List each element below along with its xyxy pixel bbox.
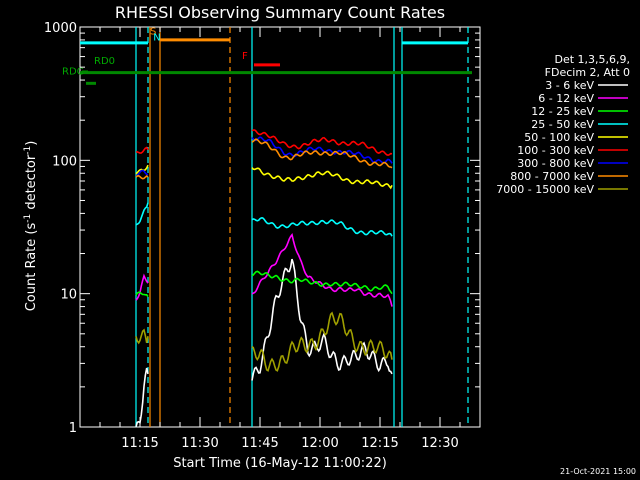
x-axis-label: Start Time (16-May-12 11:00:22): [173, 456, 387, 471]
legend-entry-label: 7000 - 15000 keV: [496, 183, 594, 196]
x-tick-label: 11:45: [241, 436, 278, 451]
x-tick-label: 12:00: [301, 436, 338, 451]
series-line: [251, 167, 393, 190]
series-line: [135, 174, 149, 180]
timestamp: 21-Oct-2021 15:00: [560, 467, 636, 476]
x-tick-label: 12:15: [361, 436, 398, 451]
series-line: [135, 273, 149, 301]
series-line: [135, 169, 149, 177]
series-line: [251, 311, 393, 372]
legend-entry-label: 50 - 100 keV: [524, 131, 594, 144]
legend-entry-label: 800 - 7000 keV: [510, 170, 594, 183]
y-tick-label: 100: [52, 154, 77, 169]
series-line: [135, 367, 149, 428]
annotation-label: S: [150, 26, 156, 37]
legend-entry-label: 6 - 12 keV: [538, 92, 594, 105]
y-axis-label: Count Rate (s-1 detector-1): [23, 141, 39, 312]
y-tick-label: 10: [60, 288, 77, 303]
x-tick-label: 12:30: [421, 436, 458, 451]
legend: Det 1,3,5,6,9,FDecim 2, Att 03 - 6 keV6 …: [496, 53, 630, 196]
series-line: [135, 164, 149, 175]
series-line: [135, 202, 149, 226]
x-tick-label: 11:30: [181, 436, 218, 451]
legend-entry-label: 3 - 6 keV: [545, 79, 594, 92]
series-line: [135, 146, 149, 154]
chart-title: RHESSI Observing Summary Count Rates: [115, 3, 445, 22]
series-line: [251, 233, 393, 307]
annotation-label: RDC: [62, 67, 84, 78]
annotation-label: N: [153, 33, 160, 44]
series-line: [251, 270, 393, 295]
series-line: [251, 136, 393, 164]
legend-entry-label: 300 - 800 keV: [517, 157, 594, 170]
x-tick-label: 11:15: [121, 436, 158, 451]
legend-header: Det 1,3,5,6,9,: [554, 53, 630, 66]
axes: 1 10 100 1000 11:15 11:30 11:45 12:00 12:15 12:30: [44, 21, 480, 451]
legend-header: FDecim 2, Att 0: [545, 66, 630, 79]
legend-entry-label: 100 - 300 keV: [517, 144, 594, 157]
series-line: [251, 129, 393, 157]
legend-entry-label: 12 - 25 keV: [531, 105, 594, 118]
annotation-label: RD0: [94, 56, 115, 67]
legend-entry-label: 25 - 50 keV: [531, 118, 594, 131]
series-line: [251, 138, 393, 169]
series-line: [251, 217, 393, 237]
annotation-label: F: [242, 51, 248, 62]
y-tick-label: 1000: [44, 21, 77, 36]
series-line: [251, 258, 393, 381]
series-line: [135, 328, 149, 345]
plot-area: SN F RD0 RDC: [62, 26, 472, 428]
y-tick-label: 1: [69, 421, 77, 436]
series-line: [135, 291, 149, 298]
